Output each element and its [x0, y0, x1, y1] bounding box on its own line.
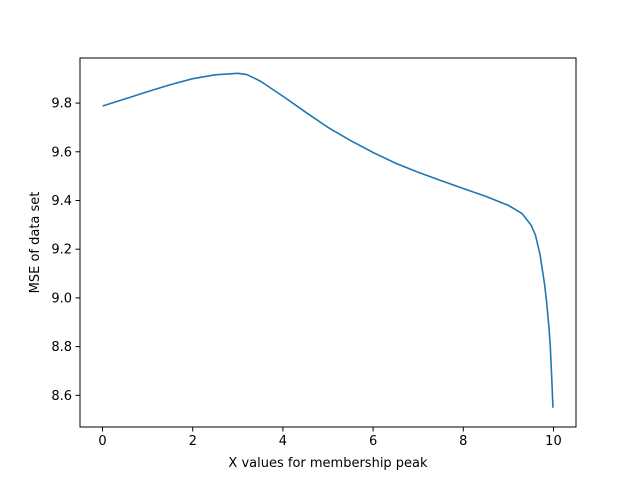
x-tick-label: 6 — [369, 434, 377, 449]
x-tick-label: 0 — [98, 434, 106, 449]
x-tick-label: 10 — [545, 434, 562, 449]
y-tick-label: 9.0 — [51, 291, 72, 306]
x-axis-ticks: 0 2 4 6 8 10 — [98, 427, 562, 449]
y-tick-label: 9.2 — [51, 243, 72, 258]
y-tick-label: 9.8 — [51, 97, 72, 112]
y-tick-label: 8.6 — [51, 389, 72, 404]
x-axis-label: X values for membership peak — [228, 456, 428, 471]
x-tick-label: 8 — [459, 434, 467, 449]
plot-area — [79, 57, 577, 428]
x-tick-label: 2 — [189, 434, 197, 449]
y-tick-label: 8.8 — [51, 340, 72, 355]
y-axis-label: MSE of data set — [28, 192, 43, 294]
x-tick-label: 4 — [279, 434, 287, 449]
y-tick-label: 9.4 — [51, 194, 72, 209]
series-line — [102, 72, 554, 408]
y-tick-label: 9.6 — [51, 145, 72, 160]
y-axis-ticks: 8.6 8.8 9.0 9.2 9.4 9.6 9.8 — [51, 97, 80, 404]
